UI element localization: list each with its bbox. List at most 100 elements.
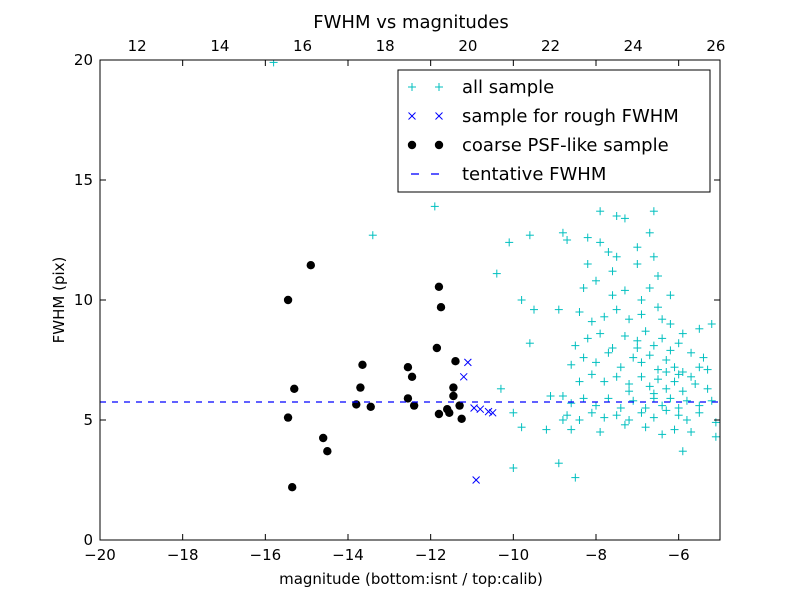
x-tick-label: −10 bbox=[498, 546, 530, 564]
y-tick-label: 20 bbox=[74, 51, 93, 69]
data-point bbox=[436, 303, 446, 312]
data-point bbox=[563, 236, 572, 244]
data-point bbox=[403, 394, 413, 403]
data-point bbox=[707, 320, 716, 328]
data-point bbox=[587, 317, 596, 326]
data-point bbox=[430, 202, 439, 211]
data-point bbox=[633, 260, 642, 268]
data-point bbox=[695, 363, 704, 372]
legend-entry: coarse PSF-like sample bbox=[407, 135, 669, 156]
data-point bbox=[571, 341, 580, 350]
legend-entry: tentative FWHM bbox=[411, 164, 606, 185]
data-point bbox=[554, 459, 563, 468]
data-point bbox=[546, 392, 555, 400]
data-point bbox=[695, 401, 704, 410]
data-point bbox=[649, 389, 658, 398]
data-point bbox=[711, 432, 720, 441]
data-point bbox=[583, 334, 592, 343]
data-point bbox=[596, 238, 605, 247]
data-point bbox=[409, 401, 419, 410]
data-point bbox=[625, 315, 634, 324]
top-x-tick-label: 24 bbox=[624, 37, 643, 55]
data-point bbox=[449, 383, 458, 392]
data-point bbox=[637, 408, 646, 417]
data-point bbox=[407, 372, 417, 381]
data-point bbox=[645, 382, 654, 391]
data-point bbox=[558, 228, 567, 237]
data-point bbox=[476, 405, 485, 414]
data-point bbox=[637, 310, 646, 319]
data-point bbox=[608, 267, 617, 276]
data-point bbox=[451, 357, 460, 366]
data-point bbox=[625, 387, 634, 396]
data-point bbox=[432, 343, 442, 353]
y-tick-label: 10 bbox=[74, 291, 93, 309]
data-point bbox=[658, 401, 667, 410]
data-point bbox=[575, 308, 584, 316]
data-point bbox=[654, 365, 662, 374]
top-x-tick-label: 16 bbox=[293, 37, 312, 55]
legend-label: sample for rough FWHM bbox=[462, 106, 679, 127]
data-point bbox=[691, 380, 700, 388]
data-point bbox=[592, 358, 600, 367]
legend-label: coarse PSF-like sample bbox=[462, 135, 669, 156]
data-point bbox=[674, 404, 683, 412]
data-point bbox=[662, 356, 671, 364]
data-point bbox=[517, 423, 526, 432]
x-tick-label: −12 bbox=[415, 546, 447, 564]
legend-marker bbox=[435, 83, 443, 91]
data-point bbox=[666, 291, 675, 300]
data-point bbox=[645, 284, 654, 292]
data-point bbox=[600, 413, 609, 422]
data-point bbox=[604, 248, 613, 256]
data-point bbox=[509, 464, 518, 472]
data-point bbox=[445, 408, 454, 417]
data-point bbox=[649, 207, 658, 216]
data-point bbox=[658, 315, 667, 324]
data-point bbox=[670, 425, 679, 434]
data-point bbox=[525, 339, 534, 348]
data-point bbox=[658, 334, 667, 343]
y-axis-label: FWHM (pix) bbox=[50, 257, 68, 344]
data-point bbox=[575, 416, 584, 424]
data-point bbox=[600, 377, 609, 386]
data-point bbox=[625, 416, 634, 424]
data-point bbox=[290, 384, 299, 393]
plot-axes: −20 −18 −16 −14 −12 −10 −8 −6 12 14 16 18 20 22 24 26 0 5… bbox=[74, 37, 726, 564]
data-point bbox=[488, 408, 497, 417]
legend-label: all sample bbox=[462, 77, 554, 98]
data-point bbox=[612, 305, 621, 314]
data-point bbox=[612, 372, 621, 381]
data-point bbox=[366, 402, 375, 411]
data-point bbox=[306, 261, 315, 270]
data-point bbox=[457, 414, 466, 423]
data-point bbox=[596, 428, 605, 436]
data-point bbox=[604, 348, 613, 357]
data-point bbox=[505, 238, 514, 247]
series-x bbox=[459, 358, 497, 484]
data-point bbox=[649, 341, 658, 350]
top-x-tick-label: 18 bbox=[376, 37, 395, 55]
data-point bbox=[625, 380, 634, 388]
data-point bbox=[637, 296, 646, 304]
plot-marks bbox=[100, 60, 720, 492]
data-point bbox=[654, 375, 662, 384]
data-point bbox=[288, 483, 297, 492]
top-x-tick-label: 26 bbox=[706, 37, 725, 55]
data-point bbox=[703, 384, 712, 393]
legend-marker bbox=[407, 140, 417, 150]
legend-marker bbox=[434, 140, 444, 150]
data-point bbox=[682, 416, 691, 424]
legend: all sample sample for rough FWHM coarse PS… bbox=[397, 69, 711, 193]
data-point bbox=[678, 368, 687, 376]
data-point bbox=[356, 383, 365, 392]
data-point bbox=[283, 413, 293, 422]
data-point bbox=[620, 214, 629, 223]
data-point bbox=[563, 411, 572, 420]
data-point bbox=[616, 404, 625, 412]
data-point bbox=[587, 408, 596, 417]
data-point bbox=[687, 428, 696, 436]
data-point bbox=[403, 363, 413, 372]
legend-box bbox=[397, 69, 711, 193]
top-x-tick-label: 20 bbox=[458, 37, 477, 55]
